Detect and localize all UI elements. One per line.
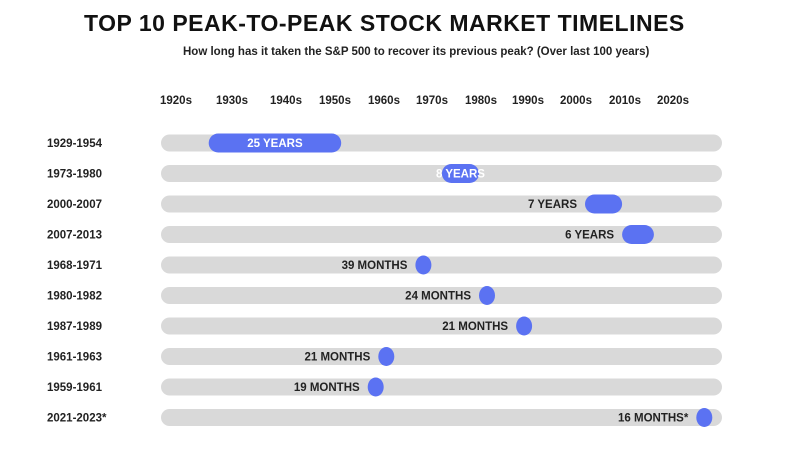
duration-label: 21 MONTHS: [304, 352, 370, 364]
chart-row: 1980-1982 24 MONTHS: [47, 286, 722, 305]
row-label: 1961-1963: [47, 352, 102, 364]
chart-row: 1968-1971 39 MONTHS: [47, 255, 722, 275]
row-label: 1968-1971: [47, 260, 103, 272]
chart-row: 2021-2023* 16 MONTHS*: [47, 408, 722, 427]
chart-row: 2000-2007 7 YEARS: [47, 194, 722, 214]
x-tick-label: 1970s: [416, 95, 448, 107]
track-bar: [161, 256, 722, 274]
track-bar: [161, 378, 722, 396]
chart-row: 1929-1954 25 YEARS: [47, 133, 722, 153]
chart-row: 2007-2013 6 YEARS: [47, 225, 722, 244]
track-bar: [161, 317, 722, 335]
duration-label: 39 MONTHS: [342, 260, 408, 272]
duration-bar: [479, 286, 495, 305]
duration-bar: [441, 164, 479, 183]
track-bar: [161, 165, 722, 182]
x-tick-label: 1950s: [319, 95, 351, 107]
row-label: 1980-1982: [47, 291, 102, 303]
chart-subtitle: How long has it taken the S&P 500 to rec…: [183, 46, 650, 58]
duration-bar: [622, 225, 654, 244]
row-label: 1973-1980: [47, 169, 102, 181]
track-bar: [161, 226, 722, 243]
duration-bar: [696, 408, 713, 427]
x-tick-label: 1960s: [368, 95, 400, 107]
duration-bar: [208, 133, 342, 153]
duration-label: 24 MONTHS: [405, 291, 471, 303]
chart-row: 1987-1989 21 MONTHS: [47, 316, 722, 336]
x-tick-label: 1920s: [160, 95, 192, 107]
x-tick-label: 1990s: [512, 95, 544, 107]
row-label: 2021-2023*: [47, 413, 107, 425]
x-tick-label: 1940s: [270, 95, 302, 107]
row-label: 1987-1989: [47, 321, 102, 333]
track-bar: [161, 348, 722, 365]
x-axis-ticks: 1920s 1930s 1940s 1950s 1960s 1970s 1980s 1990s…: [160, 95, 689, 107]
row-label: 2007-2013: [47, 230, 102, 242]
track-bar: [161, 409, 722, 426]
row-label: 1959-1961: [47, 382, 103, 394]
duration-bar: [367, 377, 384, 397]
chart-row: 1961-1963 21 MONTHS: [47, 347, 722, 366]
duration-label: 6 YEARS: [565, 230, 614, 242]
x-tick-label: 1980s: [465, 95, 497, 107]
track-bar: [161, 287, 722, 304]
row-label: 1929-1954: [47, 138, 103, 150]
duration-label: 21 MONTHS: [442, 321, 508, 333]
x-tick-label: 2020s: [657, 95, 689, 107]
x-tick-label: 2010s: [609, 95, 641, 107]
x-tick-label: 1930s: [216, 95, 248, 107]
track-bar: [161, 195, 722, 213]
duration-label: 16 MONTHS*: [618, 413, 689, 425]
x-tick-label: 2000s: [560, 95, 592, 107]
duration-bar: [415, 255, 432, 275]
row-label: 2000-2007: [47, 199, 102, 211]
duration-label: 8 YEARS: [436, 169, 485, 181]
chart-row: 1959-1961 19 MONTHS: [47, 377, 722, 397]
chart-title: TOP 10 PEAK-TO-PEAK STOCK MARKET TIMELIN…: [84, 10, 685, 36]
duration-bar: [585, 194, 623, 214]
duration-bar: [378, 347, 395, 366]
chart-row: 1973-1980 8 YEARS: [47, 164, 722, 183]
duration-label: 7 YEARS: [528, 199, 577, 211]
duration-label: 25 YEARS: [247, 138, 303, 150]
duration-label: 19 MONTHS: [294, 382, 360, 394]
chart-rows: 1929-1954 25 YEARS 1973-1980 8 YEARS 2000-20…: [47, 133, 722, 427]
duration-bar: [516, 316, 533, 336]
